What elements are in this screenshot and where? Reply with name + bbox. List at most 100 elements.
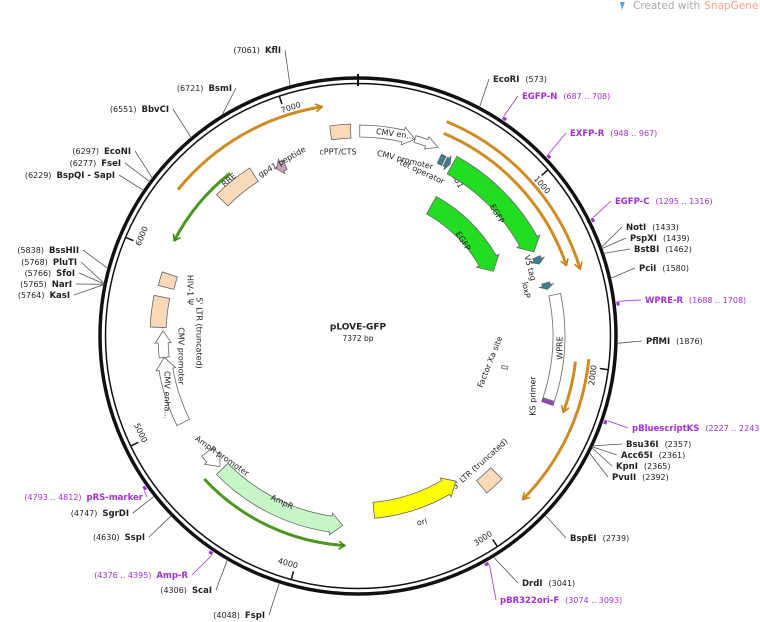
site-label: pBR322ori-F (3074 .. 3093) <box>500 596 622 606</box>
feature <box>413 135 439 150</box>
site-leader <box>592 443 623 447</box>
site-position: (1876) <box>676 337 703 346</box>
orf-arc <box>203 477 345 548</box>
orf-arc <box>172 172 231 242</box>
site-label: BstBI (1462) <box>634 245 692 255</box>
site-position: (1295 .. 1316) <box>655 197 712 206</box>
site-leader <box>124 162 151 183</box>
site-leader <box>78 272 105 285</box>
site-label: (5768) PluTI <box>21 258 77 268</box>
feature <box>372 477 457 519</box>
feature <box>149 294 171 329</box>
site-label: EGFP-N (687 .. 708) <box>522 92 610 102</box>
site-position: (5765) <box>20 280 47 289</box>
site-label: PvuII (2392) <box>612 473 669 483</box>
tick-mark <box>130 441 139 447</box>
primer-mark <box>603 419 608 425</box>
primer-leader <box>548 132 567 154</box>
feature <box>529 255 546 265</box>
orf-arc <box>561 361 577 413</box>
site-name: Amp-R <box>156 571 188 581</box>
site-name: KflI <box>265 46 281 56</box>
primer-leader <box>143 490 148 498</box>
primer-leader <box>489 564 497 601</box>
feature <box>359 124 416 146</box>
site-position: (5838) <box>17 246 44 255</box>
site-name: BssHII <box>49 246 79 256</box>
feature <box>541 397 555 407</box>
site-name: FspI <box>245 611 265 621</box>
site-position: (6277) <box>70 159 97 168</box>
site-position: (4793 .. 4812) <box>24 493 81 502</box>
site-leader <box>616 340 643 344</box>
site-label: pBluescriptKS (2227 .. 2243) <box>632 424 760 434</box>
feature <box>446 155 541 253</box>
feature <box>476 467 503 494</box>
logo-icon <box>620 2 625 10</box>
site-name: pBR322ori-F <box>500 596 559 606</box>
primer-leader <box>619 299 642 302</box>
orf-arrowhead <box>314 103 324 113</box>
site-position: (5764) <box>18 291 45 300</box>
site-name: KasI <box>49 291 70 301</box>
orf-arrowhead <box>573 261 583 271</box>
site-label: (4306) ScaI <box>160 586 212 596</box>
site-position: (2365) <box>644 462 671 471</box>
primer-mark <box>484 561 490 567</box>
feature <box>442 155 452 171</box>
primer-mark <box>590 217 596 223</box>
site-label: (5838) BssHII <box>17 246 79 256</box>
site-leader <box>172 108 192 139</box>
tick-mark <box>125 236 134 242</box>
site-name: BspEI <box>570 534 597 544</box>
site-name: PvuII <box>612 473 636 483</box>
credit-brand: SnapGene® <box>704 0 760 12</box>
site-position: (3041) <box>549 579 576 588</box>
site-label: EGFP-C (1295 .. 1316) <box>615 197 713 207</box>
feature <box>201 446 221 468</box>
tick-label: 6000 <box>134 225 150 247</box>
feature <box>215 462 344 536</box>
site-leader <box>73 284 105 296</box>
tick-mark <box>541 169 549 176</box>
site-label: NotI (1433) <box>626 223 679 233</box>
primer-leader <box>607 420 629 429</box>
orf-arrowhead <box>560 258 569 267</box>
feature <box>154 330 172 359</box>
site-name: PspXI <box>630 234 657 244</box>
feature-label: 5' LTR (truncated) <box>195 297 204 368</box>
site-name: SgrDI <box>102 509 129 519</box>
feature <box>215 167 259 207</box>
site-name: Acc65I <box>621 451 653 461</box>
site-position: (1688 .. 1708) <box>689 296 746 305</box>
site-leader <box>479 78 490 108</box>
site-leader <box>268 582 280 616</box>
site-name: DrdI <box>522 579 543 589</box>
site-leader <box>82 249 109 269</box>
feature-label: ori <box>416 517 428 528</box>
site-label: (5764) KasI <box>18 291 70 301</box>
site-leader <box>284 49 291 87</box>
tick-label: 5000 <box>132 422 149 444</box>
site-leader <box>132 495 155 514</box>
site-position: (5766) <box>25 269 52 278</box>
site-position: (6551) <box>110 105 137 114</box>
tick-mark <box>278 96 283 105</box>
site-label: (6229) BspQI - SapI <box>25 171 115 181</box>
site-label: Bsu36I (2357) <box>626 440 691 450</box>
site-position: (1433) <box>652 223 679 232</box>
feature-label: Factor Xa site <box>476 335 505 389</box>
site-label: (4793 .. 4812) pRS-marker <box>24 493 143 503</box>
site-leader <box>601 237 627 249</box>
site-label: DrdI (3041) <box>522 579 575 589</box>
site-name: SspI <box>125 533 145 543</box>
site-label: (6721) BsmI <box>177 84 232 94</box>
site-label: KpnI (2365) <box>616 462 671 472</box>
site-name: NotI <box>626 223 646 233</box>
orf-arc <box>446 120 582 270</box>
site-position: (4376 .. 4395) <box>94 571 151 580</box>
site-label: (6551) BbvCI <box>110 105 169 115</box>
feature-label: loxP <box>520 281 532 299</box>
